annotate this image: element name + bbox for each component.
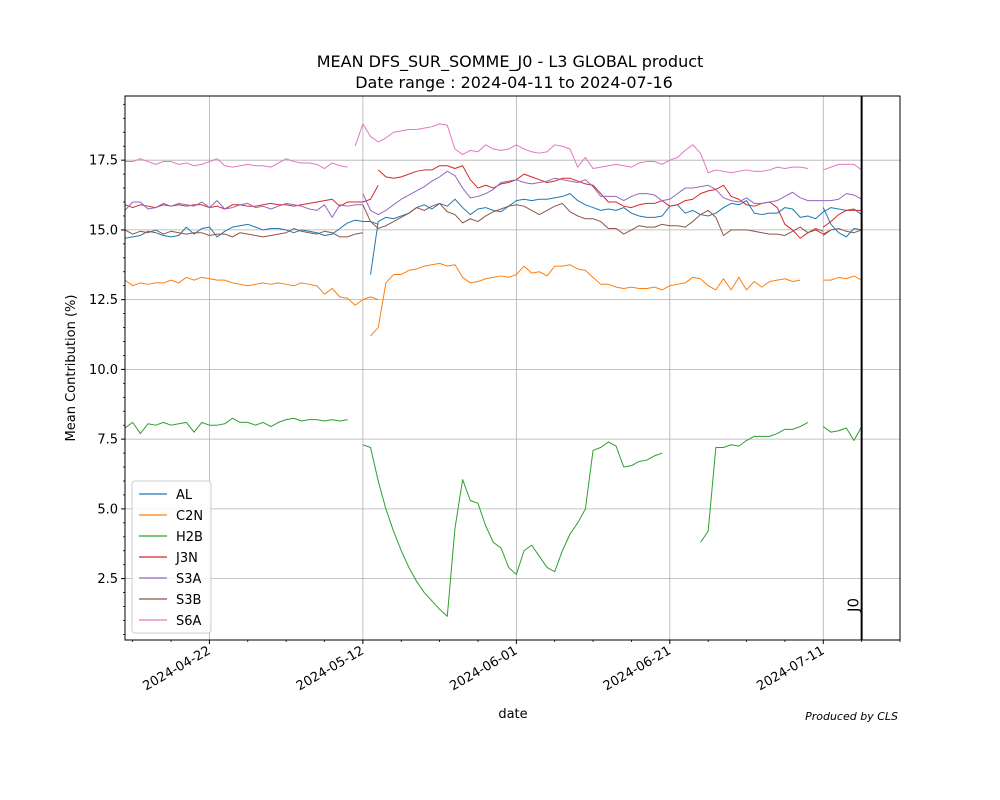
j0-marker: J0 [845, 96, 863, 640]
series-tail-line-al [822, 207, 862, 238]
series-tail-line-j3n [822, 209, 862, 228]
legend-frame [131, 480, 212, 634]
legend-label-al: AL [176, 488, 193, 503]
series-tail-line-h2b [822, 426, 863, 442]
series-line-s3a [125, 200, 363, 218]
series-s3b [125, 202, 862, 238]
series-tail-line-s3b [822, 228, 862, 236]
series-j3n [125, 165, 862, 239]
series-s3a [125, 170, 862, 218]
series-h2b [125, 417, 863, 617]
legend-label-c2n: C2N [176, 509, 203, 524]
series-line-s6a [354, 123, 809, 174]
series-line-j3n [125, 185, 379, 210]
series-line-s3b [125, 228, 363, 238]
series-line-h2b [362, 441, 663, 617]
series-s6a [125, 123, 862, 174]
y-tick-label: 10.0 [89, 363, 118, 378]
series-layer [125, 123, 863, 617]
series-line-h2b [125, 417, 348, 435]
chart-title-line2: Date range : 2024-04-11 to 2024-07-16 [355, 73, 673, 92]
legend-label-s6a: S6A [176, 614, 202, 629]
j0-marker-label: J0 [845, 598, 863, 613]
y-tick-label: 7.5 [97, 433, 118, 448]
y-axis-label: Mean Contribution (%) [64, 295, 79, 442]
series-line-c2n [125, 276, 379, 306]
series-al [125, 193, 862, 275]
chart-title-line1: MEAN DFS_SUR_SOMME_J0 - L3 GLOBAL produc… [317, 52, 704, 72]
y-tick-label: 15.0 [89, 223, 118, 238]
x-axis-label: date [498, 707, 527, 722]
series-tail-line-s6a [823, 163, 862, 171]
legend-label-s3b: S3B [176, 593, 201, 608]
series-tail-line-s3a [823, 193, 862, 202]
plot-area-frame [124, 95, 901, 641]
y-tick-label: 12.5 [89, 293, 118, 308]
footer-credit: Produced by CLS [805, 710, 898, 723]
series-line-j3n [377, 165, 832, 239]
y-axis: 2.5 5.0 7.5 10.0 12.5 15.0 17.5 [89, 103, 125, 635]
legend-label-h2b: H2B [176, 530, 203, 545]
legend-label-s3a: S3A [176, 572, 202, 587]
series-line-s3a [362, 170, 824, 216]
series-c2n [125, 262, 862, 337]
legend: AL C2N H2B J3N S3A S3B S6A [131, 480, 212, 634]
y-tick-label: 5.0 [97, 502, 118, 517]
y-tick-label: 17.5 [89, 154, 118, 169]
grid-lines [125, 96, 900, 640]
series-line-al [370, 193, 862, 275]
legend-label-j3n: J3N [175, 551, 198, 566]
series-line-h2b [700, 421, 809, 543]
series-line-s6a [125, 158, 348, 170]
series-line-s3b [362, 202, 824, 236]
series-line-c2n [370, 262, 801, 337]
series-line-al [125, 219, 379, 239]
series-tail-line-c2n [823, 275, 862, 281]
y-tick-label: 2.5 [97, 572, 118, 587]
